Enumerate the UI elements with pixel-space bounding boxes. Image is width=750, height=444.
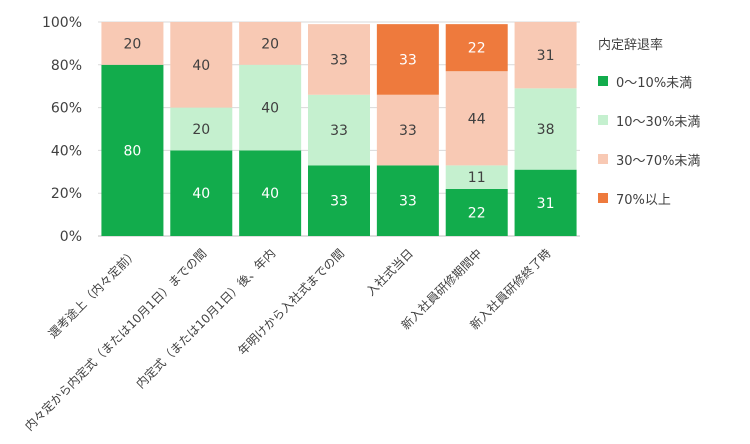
bar-segment [308,165,370,236]
data-labels: 80 20 40 20 40 40 40 20 33 33 33 33 33 33 22 11 44 22 31 38… [124,36,555,221]
bar-segment [445,24,508,72]
bar-segment [514,22,577,89]
data-label: 20 [192,122,210,138]
bar-segment [514,88,577,170]
legend-label: 0～10%未満 [616,75,693,91]
bar-segment [170,107,233,151]
data-label: 40 [261,101,279,117]
bar-segment [101,64,164,236]
x-axis-category-labels: 選考途上（内々定前）内々定から内定式（または10月1日）までの間内定式（または1… [21,246,553,434]
data-label: 33 [330,194,348,210]
data-label: 22 [468,41,486,57]
y-axis-tick-labels: 0% 20% 40% 60% 80% 100% [42,15,82,245]
legend-swatch [598,154,608,164]
data-label: 40 [192,186,210,202]
bar-segment [376,94,439,166]
bar-segment [101,22,164,65]
legend-item: 10～30%未満 [598,112,701,130]
data-label: 31 [537,48,555,64]
legend-item: 30～70%未満 [598,151,701,169]
data-label: 33 [399,194,417,210]
legend-item: 0～10%未満 [598,73,700,91]
data-label: 22 [468,205,486,221]
bars [101,22,577,236]
bar-segment [170,150,233,236]
bar-segment [445,165,508,189]
bar-segment [514,169,577,236]
data-label: 33 [330,123,348,139]
data-label: 40 [261,186,279,202]
x-category-label: 内定式（または10月1日）後、年内 [133,246,279,392]
y-tick-label: 100% [42,15,82,31]
data-label: 80 [124,143,142,159]
legend-label: 30～70%未満 [616,153,701,169]
data-label: 38 [537,122,555,138]
legend: 内定辞退率 0～10%未満 10～30%未満 30～70%未満 70%以上 [598,34,700,229]
legend-swatch [598,76,608,86]
bar-segment [308,94,370,166]
bar-segment [239,64,302,151]
bar-segment [376,165,439,236]
bar-segment [308,24,370,95]
y-tick-label: 40% [51,143,82,159]
legend-label: 10～30%未満 [616,114,701,130]
data-label: 44 [468,111,486,127]
data-label: 40 [192,58,210,74]
legend-label: 70%以上 [616,192,671,208]
bar-segment [239,22,302,65]
y-tick-label: 0% [60,229,82,245]
bar-segment [445,71,508,166]
bar-segment [445,188,508,236]
data-label: 20 [261,36,279,52]
legend-title: 内定辞退率 [598,38,664,53]
data-label: 31 [537,196,555,212]
data-label: 33 [399,123,417,139]
bar-segment [239,150,302,236]
data-label: 33 [399,52,417,68]
legend-swatch [598,115,608,125]
y-tick-label: 60% [51,101,82,117]
bar-segment [170,22,233,108]
data-label: 11 [468,170,486,186]
legend-item: 70%以上 [598,190,700,208]
bar-segment [376,24,439,95]
y-tick-label: 20% [51,186,82,202]
data-label: 20 [124,36,142,52]
legend-swatch [598,193,608,203]
legend-items: 0～10%未満 10～30%未満 30～70%未満 70%以上 [598,73,701,208]
y-tick-label: 80% [51,58,82,74]
data-label: 33 [330,52,348,68]
x-category-label: 入社式当日 [363,246,416,299]
